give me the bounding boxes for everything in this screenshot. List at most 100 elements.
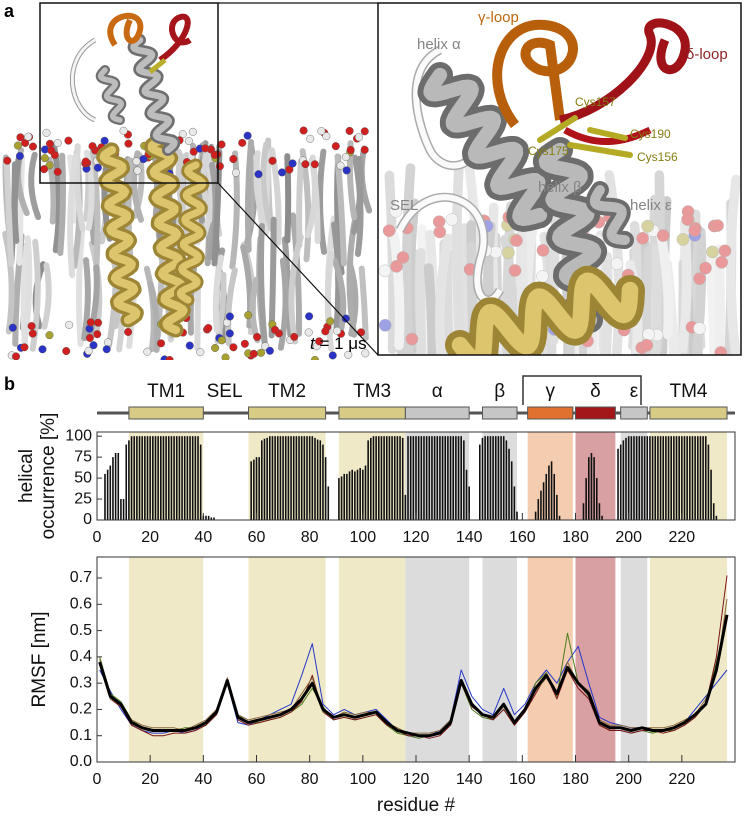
headgroup: [12, 352, 21, 360]
lipid-tail: [678, 258, 689, 355]
headgroup: [458, 389, 470, 401]
headgroup: [328, 351, 337, 360]
annotation: Cys156: [637, 150, 678, 164]
headgroup: [249, 349, 258, 358]
bar: [694, 436, 696, 520]
lipid-tail: [268, 216, 277, 339]
headgroup: [240, 339, 249, 348]
bar: [500, 436, 502, 520]
lipid-tail: [437, 238, 450, 355]
headgroup: [290, 332, 299, 341]
headgroup: [445, 213, 459, 226]
annotation: Cys190: [630, 127, 671, 141]
bar: [415, 436, 417, 520]
bar: [510, 461, 513, 520]
helix: [99, 145, 141, 325]
bar: [431, 436, 433, 520]
headgroup: [244, 311, 253, 320]
membrane-render: [2, 12, 372, 360]
headgroup: [288, 159, 297, 168]
y-tick-label: 0.4: [70, 648, 92, 665]
bar: [420, 436, 423, 520]
headgroup: [89, 341, 98, 350]
bar: [287, 436, 290, 520]
lipid-tail: [629, 247, 641, 355]
headgroup: [133, 166, 142, 175]
bar: [327, 486, 330, 520]
headgroup: [85, 333, 94, 342]
lipid-tail: [67, 153, 79, 279]
bar: [380, 436, 383, 520]
y-tick-label: 25: [74, 490, 92, 507]
headgroup: [102, 345, 111, 354]
bar: [316, 439, 319, 520]
lipid-tail: [656, 231, 674, 340]
bar: [322, 444, 324, 520]
y-tick-label: 0.1: [70, 727, 92, 744]
headgroup: [707, 219, 721, 233]
lipid-tail: [212, 254, 225, 333]
headgroup: [306, 134, 315, 143]
bar: [144, 436, 146, 520]
headgroup: [119, 126, 128, 135]
lipid-tail: [724, 198, 737, 355]
x-tick-label: 100: [349, 529, 376, 546]
bar: [324, 457, 327, 520]
bar: [441, 436, 444, 520]
headgroup: [676, 233, 690, 246]
lipid-tail: [75, 225, 86, 348]
headgroup: [321, 327, 330, 336]
connector: [217, 182, 379, 356]
bar: [109, 465, 112, 520]
domain-label: β: [494, 381, 505, 402]
x-tick-label: 160: [509, 529, 536, 546]
bar: [152, 436, 154, 520]
headgroup: [433, 365, 445, 377]
bar: [486, 436, 489, 520]
headgroup: [229, 155, 238, 164]
x-tick-label: 80: [301, 529, 319, 546]
domain-box: [338, 406, 406, 420]
x-tick-label: 0: [93, 771, 102, 788]
lipid-tail: [466, 220, 479, 355]
domain-shade: [527, 557, 573, 762]
lipid-tail: [277, 257, 289, 351]
bar: [630, 436, 633, 520]
bar: [585, 478, 587, 520]
loop: [563, 126, 652, 146]
headgroup: [378, 264, 392, 278]
bar: [595, 478, 598, 520]
headgroup: [670, 363, 682, 375]
helix: [451, 272, 639, 355]
helix: [147, 135, 188, 335]
bar: [428, 436, 431, 520]
bar: [699, 436, 702, 520]
bar: [263, 438, 266, 520]
headgroup: [360, 145, 369, 154]
lipid-tail: [458, 223, 473, 346]
domain-shade: [649, 432, 728, 520]
bar: [489, 436, 492, 520]
bar: [338, 478, 340, 520]
bar: [197, 436, 199, 520]
bar: [702, 436, 704, 520]
headgroup: [456, 361, 468, 373]
headgroup: [256, 348, 265, 357]
domain-label: δ: [590, 381, 601, 402]
bar: [537, 499, 540, 520]
bar: [704, 436, 707, 520]
bar: [407, 436, 409, 520]
lipid-tail: [351, 156, 364, 235]
y-tick-label: 0: [83, 511, 92, 528]
headgroup: [28, 329, 37, 338]
headgroup: [396, 251, 410, 264]
bar: [540, 490, 542, 520]
lipid-tail: [229, 150, 240, 270]
lipid-tail: [692, 238, 705, 355]
headgroup: [317, 127, 326, 136]
headgroup: [344, 350, 353, 359]
bar: [689, 436, 691, 520]
bar: [128, 440, 130, 520]
x-tick-label: 160: [509, 771, 536, 788]
